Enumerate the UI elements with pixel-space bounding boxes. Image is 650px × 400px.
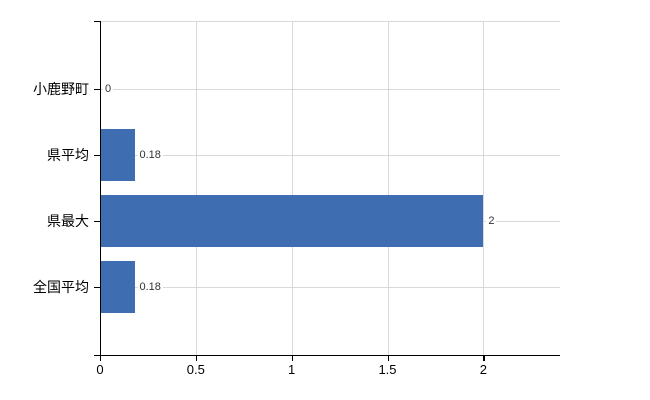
data-label: 0.18 (137, 147, 163, 163)
x-axis-tick (195, 355, 198, 361)
x-axis-tick (100, 355, 102, 361)
x-axis-tick (387, 355, 389, 361)
bar (101, 129, 135, 181)
y-gridline (100, 155, 560, 156)
x-tick-label: 0 (96, 362, 104, 377)
y-axis-tick (94, 89, 100, 91)
x-tick-label: 2 (479, 362, 487, 377)
plot-top-border (100, 21, 560, 22)
y-gridline (100, 287, 560, 288)
category-label: 小鹿野町 (33, 81, 89, 97)
category-label: 全国平均 (33, 279, 89, 295)
y-axis-tick (94, 287, 100, 289)
y-axis-tick (94, 221, 100, 223)
y-axis-tick (94, 155, 100, 157)
x-gridline (483, 21, 485, 355)
x-axis-tick (291, 355, 294, 361)
x-tick-label: 1.5 (378, 362, 397, 377)
y-axis (100, 21, 102, 355)
x-gridline (291, 21, 293, 355)
y-gridline (100, 89, 560, 90)
x-tick-label: 1 (288, 362, 296, 377)
y-axis-tick (94, 21, 100, 23)
bar (101, 195, 484, 247)
bar (101, 261, 135, 313)
x-gridline (387, 21, 389, 355)
x-tick-label: 0.5 (186, 362, 205, 377)
category-label: 県平均 (47, 147, 89, 163)
data-label: 0 (103, 81, 114, 97)
data-label: 2 (486, 213, 497, 229)
category-label: 県最大 (47, 213, 89, 229)
data-label: 0.18 (137, 279, 163, 295)
x-axis-tick (483, 355, 485, 361)
x-gridline (195, 21, 197, 355)
x-axis (100, 355, 560, 357)
y-axis-tick (94, 355, 100, 357)
